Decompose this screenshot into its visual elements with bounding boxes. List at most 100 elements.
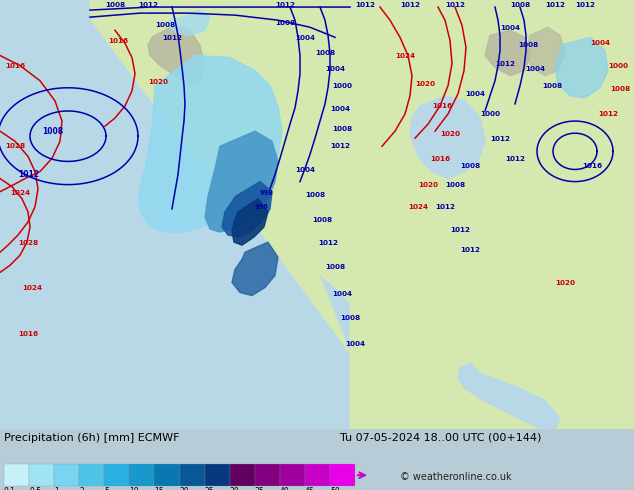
Text: 0.1: 0.1 (4, 487, 16, 490)
Polygon shape (410, 96, 485, 178)
Polygon shape (168, 10, 210, 35)
Text: Tu 07-05-2024 18..00 UTC (00+144): Tu 07-05-2024 18..00 UTC (00+144) (340, 433, 541, 442)
Polygon shape (138, 55, 282, 233)
Text: 0.5: 0.5 (29, 487, 41, 490)
Text: 1008: 1008 (542, 83, 562, 89)
Text: 1008: 1008 (610, 86, 630, 92)
Text: 1004: 1004 (525, 66, 545, 72)
Text: 1004: 1004 (500, 25, 520, 31)
Text: 1024: 1024 (395, 52, 415, 58)
Text: 1028: 1028 (18, 240, 38, 246)
Text: 998: 998 (260, 190, 274, 196)
Bar (155, 465, 179, 486)
Text: 1008: 1008 (312, 217, 332, 223)
Text: 1024: 1024 (22, 285, 42, 291)
Text: 1012: 1012 (318, 240, 338, 246)
Text: 1016: 1016 (18, 331, 38, 337)
Text: 1012: 1012 (275, 2, 295, 8)
Polygon shape (232, 242, 278, 295)
Polygon shape (555, 37, 608, 98)
Polygon shape (232, 199, 268, 245)
Text: 1: 1 (54, 487, 59, 490)
Text: 1024: 1024 (10, 190, 30, 196)
Polygon shape (610, 75, 625, 86)
Bar (179, 465, 205, 486)
Text: 996: 996 (255, 204, 269, 210)
Text: 1016: 1016 (432, 103, 452, 109)
Bar (29, 465, 54, 486)
Bar (104, 465, 129, 486)
Text: 1008: 1008 (155, 22, 175, 28)
Text: 1016: 1016 (582, 164, 602, 170)
Text: 1016: 1016 (5, 63, 25, 69)
Text: 1008: 1008 (332, 126, 352, 132)
Text: 1008: 1008 (518, 43, 538, 49)
Polygon shape (90, 0, 634, 429)
Text: 1012: 1012 (545, 2, 565, 8)
Text: 25: 25 (205, 487, 214, 490)
Text: 1012: 1012 (495, 61, 515, 67)
Text: 1004: 1004 (330, 106, 350, 112)
Text: 1012: 1012 (162, 35, 182, 41)
Text: 1008: 1008 (105, 2, 125, 8)
Text: 1020: 1020 (148, 79, 168, 85)
Polygon shape (222, 182, 272, 237)
Text: 1012: 1012 (400, 2, 420, 8)
Polygon shape (350, 0, 634, 429)
Text: 1012: 1012 (330, 143, 350, 149)
Text: 1012: 1012 (435, 204, 455, 210)
Text: 1004: 1004 (325, 66, 345, 72)
Text: 1012: 1012 (460, 247, 480, 253)
Text: 1012: 1012 (505, 156, 525, 162)
Text: 1012: 1012 (575, 2, 595, 8)
Bar (230, 465, 255, 486)
Text: 1008: 1008 (510, 2, 530, 8)
Text: © weatheronline.co.uk: © weatheronline.co.uk (400, 472, 512, 482)
Polygon shape (545, 33, 565, 46)
Text: 1028: 1028 (5, 143, 25, 149)
Text: 1016: 1016 (108, 38, 128, 45)
Text: 1008: 1008 (275, 20, 295, 26)
Text: 1020: 1020 (440, 131, 460, 137)
Text: 1012: 1012 (355, 2, 375, 8)
Text: 1000: 1000 (608, 63, 628, 69)
Text: 1004: 1004 (295, 167, 315, 172)
Text: 1008: 1008 (305, 192, 325, 198)
Polygon shape (485, 30, 530, 75)
Text: 1012: 1012 (598, 111, 618, 117)
Text: 1020: 1020 (415, 81, 435, 87)
Text: 1020: 1020 (555, 280, 575, 287)
Text: 1008: 1008 (42, 127, 63, 136)
Text: 1004: 1004 (465, 91, 485, 97)
Text: 1000: 1000 (480, 111, 500, 117)
Bar (255, 465, 280, 486)
Bar (330, 465, 355, 486)
Text: 1004: 1004 (345, 341, 365, 347)
Polygon shape (458, 363, 560, 429)
Text: 1012: 1012 (450, 227, 470, 233)
Polygon shape (560, 15, 575, 25)
Text: 40: 40 (280, 487, 290, 490)
Text: 1008: 1008 (315, 50, 335, 56)
Bar (205, 465, 230, 486)
Polygon shape (526, 27, 565, 75)
Text: 1016: 1016 (430, 156, 450, 162)
Polygon shape (90, 0, 350, 353)
Text: 1004: 1004 (295, 35, 315, 41)
Bar (54, 465, 79, 486)
Polygon shape (205, 131, 278, 232)
Text: 1004: 1004 (332, 291, 352, 296)
Text: 1024: 1024 (408, 204, 428, 210)
Text: 15: 15 (155, 487, 164, 490)
Bar (79, 465, 104, 486)
Text: 50: 50 (330, 487, 340, 490)
Text: 30: 30 (230, 487, 240, 490)
Text: 1008: 1008 (325, 265, 345, 270)
Text: 1012: 1012 (138, 2, 158, 8)
Polygon shape (590, 51, 608, 66)
Text: 35: 35 (255, 487, 264, 490)
Text: 1008: 1008 (445, 182, 465, 188)
Text: 1000: 1000 (332, 83, 352, 89)
Bar (4, 465, 29, 486)
Bar (305, 465, 330, 486)
